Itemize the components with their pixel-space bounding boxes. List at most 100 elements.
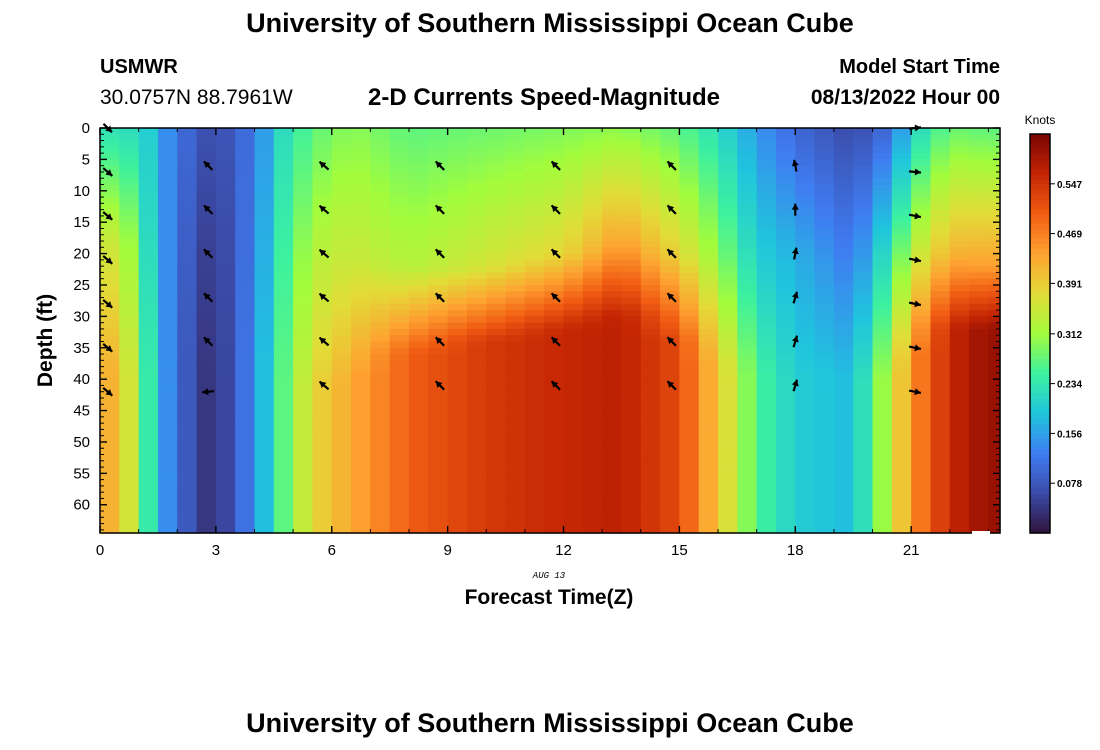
heatmap-cell [409, 134, 429, 142]
heatmap-cell [409, 190, 429, 198]
heatmap-cell [660, 391, 680, 399]
current-vector-arrow [666, 336, 677, 347]
heatmap-cell [602, 511, 623, 518]
heatmap-cell [833, 322, 854, 330]
heatmap-cell [428, 184, 449, 192]
heatmap-cell [621, 247, 642, 255]
heatmap-cell [273, 297, 294, 305]
colorbar-segment [1030, 248, 1050, 255]
heatmap-cell [737, 366, 758, 374]
heatmap-cell [235, 372, 256, 380]
heatmap-cell [718, 404, 738, 412]
heatmap-cell [544, 140, 565, 148]
heatmap-cell [544, 146, 565, 154]
heatmap-cell [196, 303, 217, 311]
heatmap-cell [698, 391, 719, 399]
heatmap-cell [756, 278, 777, 286]
heatmap-cell [196, 209, 217, 217]
heatmap-cell [351, 310, 371, 317]
heatmap-cell [679, 146, 700, 154]
heatmap-cell [814, 234, 835, 242]
heatmap-cell [273, 429, 294, 437]
heatmap-cell [370, 517, 391, 525]
heatmap-cell [138, 197, 159, 204]
heatmap-cell [331, 448, 352, 456]
heatmap-cell [621, 410, 642, 418]
heatmap-cell [853, 366, 874, 374]
heatmap-cell [679, 391, 700, 399]
heatmap-cell [718, 171, 738, 179]
heatmap-cell [853, 165, 874, 173]
heatmap-cell [138, 165, 159, 173]
heatmap-cell [389, 379, 410, 387]
heatmap-cell [582, 228, 603, 236]
heatmap-cell [486, 241, 507, 248]
heatmap-cell [254, 479, 275, 487]
heatmap-cell [254, 492, 275, 500]
heatmap-cell [100, 291, 120, 299]
heatmap-cell [833, 523, 854, 531]
heatmap-cell [505, 485, 526, 493]
heatmap-cell [466, 328, 487, 336]
heatmap-cell [698, 203, 719, 211]
heatmap-cell [718, 391, 738, 399]
heatmap-cell [640, 310, 661, 317]
heatmap-cell [718, 278, 738, 286]
heatmap-cell [853, 266, 874, 274]
heatmap-cell [930, 467, 951, 474]
heatmap-cell [718, 372, 738, 380]
heatmap-cell [582, 398, 603, 405]
heatmap-cell [660, 360, 680, 368]
heatmap-cell [737, 303, 758, 311]
heatmap-cell [409, 171, 429, 179]
heatmap-cell [254, 385, 275, 393]
heatmap-cell [756, 485, 777, 493]
heatmap-cell [235, 435, 256, 443]
current-vector-arrow [203, 292, 214, 303]
heatmap-cell [215, 234, 236, 242]
current-vector-arrow [203, 248, 214, 259]
heatmap-cell [679, 178, 700, 186]
heatmap-cell [157, 284, 178, 292]
heatmap-cell [698, 498, 719, 506]
heatmap-cell [891, 209, 912, 217]
heatmap-cell [331, 360, 352, 368]
heatmap-cell [814, 184, 835, 192]
colorbar-segment [1030, 513, 1050, 519]
colorbar-unit-label: Knots [1025, 113, 1056, 127]
heatmap-cell [370, 460, 391, 468]
heatmap-cell [891, 354, 912, 361]
heatmap-cell [505, 291, 526, 299]
heatmap-cell [466, 197, 487, 204]
heatmap-cell [911, 354, 932, 361]
heatmap-cell [640, 448, 661, 456]
heatmap-cell [988, 492, 1001, 500]
heatmap-cell [505, 159, 526, 167]
heatmap-cell [196, 184, 217, 192]
heatmap-cell [370, 479, 391, 487]
heatmap-cell [718, 222, 738, 230]
heatmap-cell [756, 429, 777, 437]
heatmap-cell [640, 492, 661, 500]
heatmap-cell [351, 259, 371, 267]
heatmap-cell [389, 259, 410, 267]
heatmap-cell [814, 404, 835, 412]
colorbar-segment [1030, 518, 1050, 524]
heatmap-cell [409, 165, 429, 173]
heatmap-cell [409, 372, 429, 380]
heatmap-cell [409, 347, 429, 355]
heatmap-cell [351, 146, 371, 154]
heatmap-cell [100, 241, 120, 248]
heatmap-cell [737, 171, 758, 179]
heatmap-cell [872, 398, 893, 405]
heatmap-cell [544, 259, 565, 267]
heatmap-cell [891, 253, 912, 261]
heatmap-cell [833, 354, 854, 361]
heatmap-cell [447, 140, 468, 148]
heatmap-cell [312, 322, 333, 330]
heatmap-cell [756, 379, 777, 387]
heatmap-cell [814, 140, 835, 148]
heatmap-cell [930, 303, 951, 311]
heatmap-cell [100, 410, 120, 418]
heatmap-cell [505, 473, 526, 481]
